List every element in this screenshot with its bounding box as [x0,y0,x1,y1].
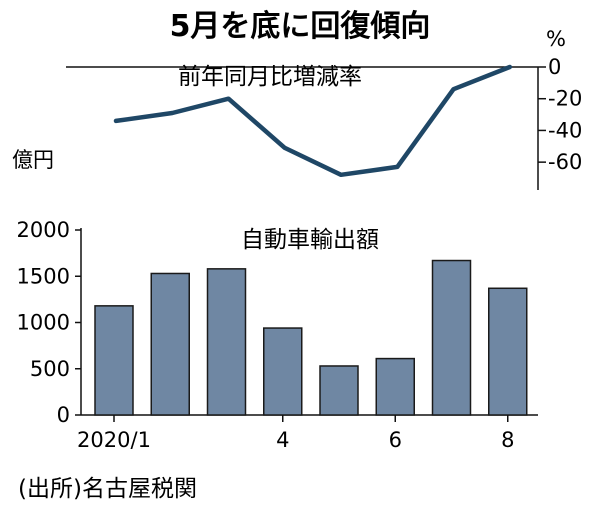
bar-panel: 億円 自動車輸出額 0 500 1000 1500 2000 2020/1 4 6 8 [12,148,538,452]
bar-y-tick-label: 500 [30,357,70,381]
bar-x-ticks: 2020/1 4 6 8 [77,415,514,452]
bar-2 [150,272,190,416]
bar-7 [431,259,472,416]
bar-4 [263,327,303,416]
bar-5 [319,365,359,416]
line-y-ticks: 0 -20 -40 -60 [538,55,582,174]
source-note: (出所)名古屋税関 [18,476,197,502]
bar-x-tick-label: 4 [276,428,289,452]
line-y-tick-label: -20 [548,87,582,111]
chart-title: 5月を底に回復傾向 [170,9,431,44]
bar-chart-title: 自動車輸出額 [241,227,379,253]
bar-8 [488,287,528,416]
line-y-tick-label: -60 [548,150,582,174]
bar-y-tick-label: 2000 [17,218,70,242]
line-unit-label: % [546,27,566,51]
bar-y-tick-label: 1000 [17,311,70,335]
bar-x-tick-label: 2020/1 [77,428,151,452]
line-chart-title: 前年同月比増減率 [178,64,362,90]
bar-y-ticks: 0 500 1000 1500 2000 [17,218,81,427]
bar-x-tick-label: 6 [389,428,402,452]
bar-y-tick-label: 1500 [17,264,70,288]
line-y-tick-label: -40 [548,118,582,142]
bar-unit-label: 億円 [12,148,54,172]
bar-x-tick-label: 8 [501,428,514,452]
bar-6 [375,357,415,416]
bar-y-tick-label: 0 [57,403,70,427]
line-y-tick-label: 0 [548,55,561,79]
bar-series [94,259,528,416]
line-panel: 前年同月比増減率 % 0 -20 -40 -60 [66,27,582,190]
bar-3 [206,268,247,416]
line-series-yoy [113,64,513,178]
bar-1 [94,305,134,416]
